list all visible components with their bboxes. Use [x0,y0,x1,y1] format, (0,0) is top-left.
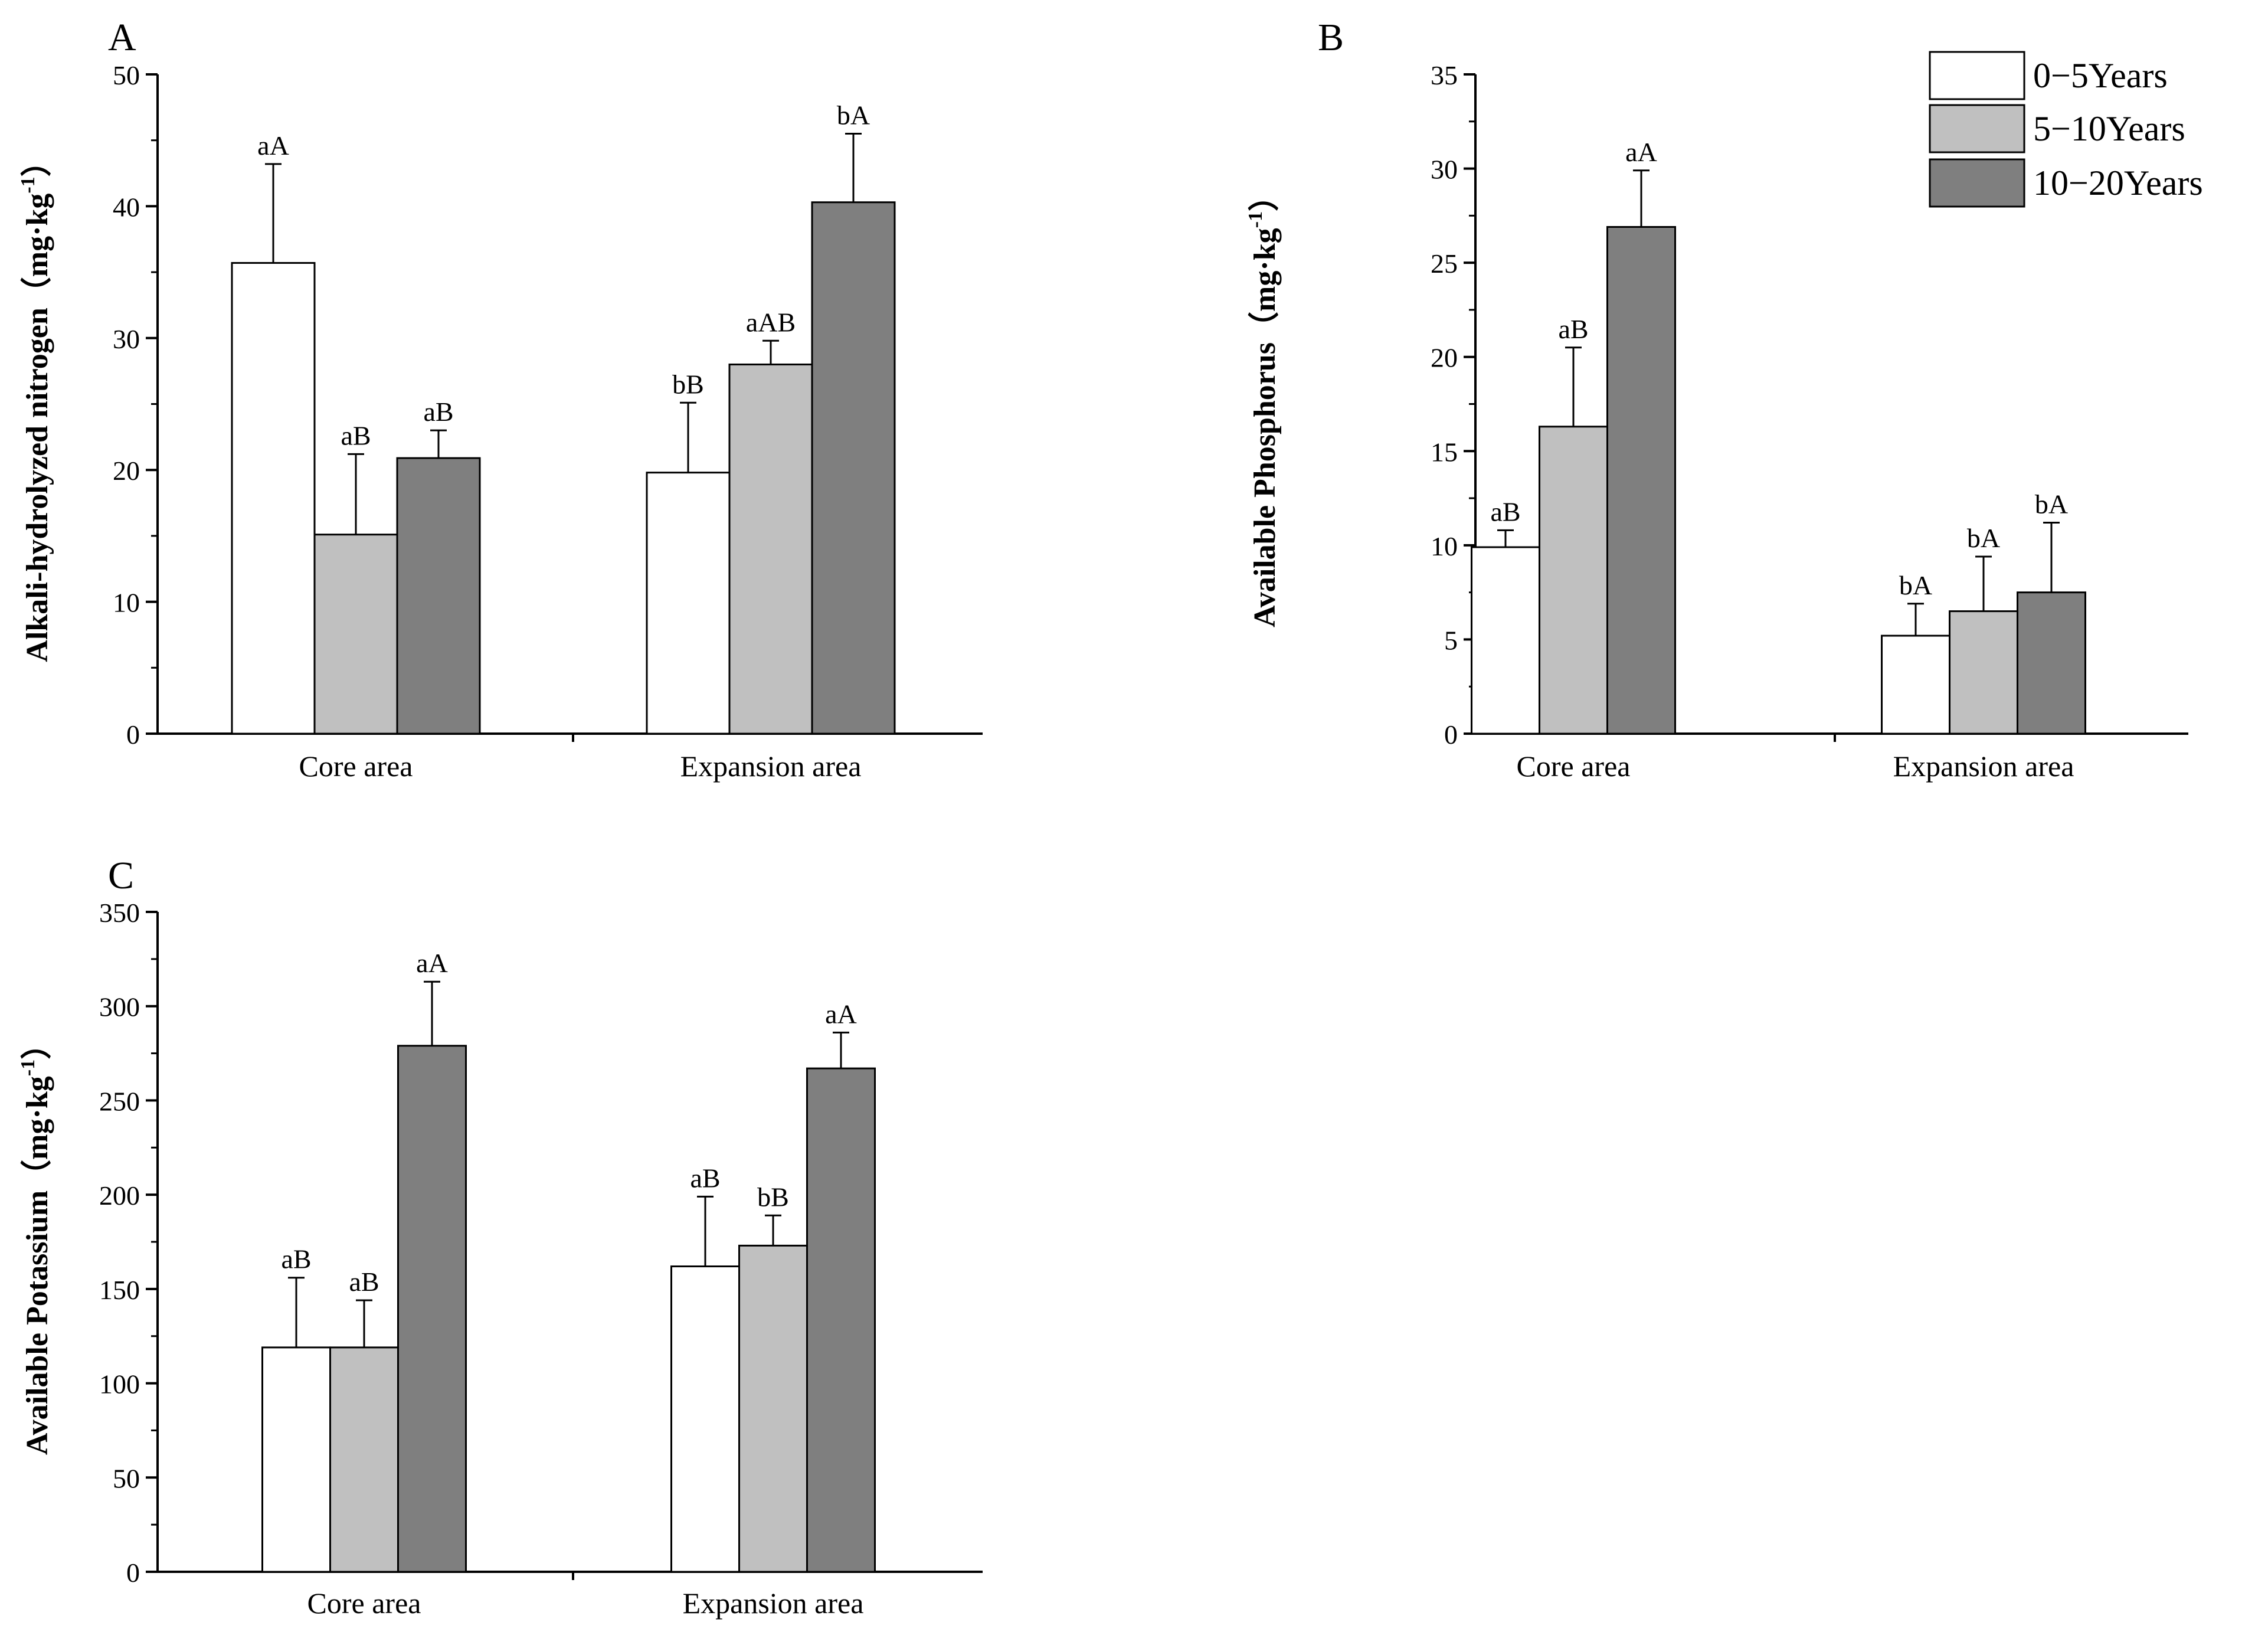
chart-panel-B: B 0 5 10 15 20 25 30 35 Core area Expansion area aB… [1245,16,2188,783]
y-tick-label: 10 [1431,531,1458,561]
y-axis-title: Available Potassium（mg·kg-1） [17,1029,54,1455]
bar [738,1244,808,1573]
bar [1949,610,2018,735]
x-category-label: Core area [299,750,413,783]
y-tick-label: 200 [99,1180,140,1211]
legend-label: 5−10Years [2033,109,2185,148]
bar [670,1265,740,1573]
y-tick-label: 50 [113,60,140,90]
bar [811,201,896,735]
y-tick-label: 25 [1431,248,1458,279]
legend-swatch [1929,51,2025,100]
y-tick-label: 20 [113,456,140,486]
bar [313,534,398,735]
significance-label: bB [757,1182,789,1212]
chart-panel-C: C 0 50 100 150 200 250 300 350 Core area Expansion… [17,854,983,1620]
y-tick-label: 100 [99,1369,140,1399]
bar [1539,426,1608,735]
y-tick-label: 0 [126,1558,140,1588]
bar [806,1067,876,1573]
bar [1471,546,1540,735]
bar [397,1045,467,1573]
bar [1881,635,1950,735]
significance-label: aB [423,397,453,427]
y-tick-label: 150 [99,1275,140,1305]
significance-label: bA [1899,570,1932,600]
y-tick-label: 20 [1431,343,1458,373]
y-tick-label: 50 [113,1463,140,1493]
significance-label: aB [1558,314,1588,344]
chart-panel-A: A 0 10 20 30 40 50 Core area Expansion area aA bB a… [17,16,983,783]
panel-label: A [108,16,136,59]
x-category-label: Expansion area [680,750,862,783]
y-tick-label: 15 [1431,437,1458,467]
legend-swatch [1929,158,2025,208]
y-tick-label: 10 [113,588,140,618]
x-category-label: Expansion area [1893,750,2074,783]
y-tick-label: 40 [113,192,140,222]
legend-label: 0−5Years [2033,56,2168,95]
bar [329,1346,399,1573]
bar [728,363,813,735]
y-tick-label: 35 [1431,60,1458,90]
x-category-label: Expansion area [683,1587,864,1620]
legend-swatch [1929,104,2025,153]
y-tick-label: 0 [126,719,140,750]
bar [1606,226,1676,735]
bar [396,457,481,735]
significance-label: aB [341,420,371,450]
y-tick-label: 0 [1444,719,1458,750]
x-category-label: Core area [1517,750,1631,783]
significance-label: bA [2035,489,2068,519]
bar [2017,591,2086,735]
significance-label: aB [1490,496,1520,526]
significance-label: aB [281,1244,311,1274]
y-axis-title: Alkali-hydrolyzed nitrogen（mg·kg-1） [17,146,54,662]
y-axis-title: Available Phosphorus（mg·kg-1） [1245,181,1282,627]
legend-label: 10−20Years [2033,163,2203,202]
significance-label: aA [416,948,448,978]
significance-label: aA [257,130,289,161]
bar [261,1346,331,1573]
y-tick-label: 5 [1444,625,1458,655]
significance-label: bA [837,100,870,130]
panel-label: C [108,854,134,897]
y-tick-label: 30 [113,324,140,354]
bar [646,472,731,735]
significance-label: aA [1625,137,1657,167]
bar [231,261,316,735]
legend: 0−5Years 5−10Years 10−20Years [1929,51,2203,208]
significance-label: aAB [746,307,796,337]
significance-label: bB [672,369,704,399]
significance-label: bA [1967,523,2000,553]
x-category-label: Core area [307,1587,421,1620]
y-tick-label: 30 [1431,155,1458,185]
y-tick-label: 300 [99,992,140,1022]
significance-label: aB [690,1163,720,1193]
panel-label: B [1318,16,1344,59]
significance-label: aB [349,1267,379,1297]
y-tick-label: 250 [99,1086,140,1116]
significance-label: aA [825,999,857,1029]
y-tick-label: 350 [99,898,140,928]
